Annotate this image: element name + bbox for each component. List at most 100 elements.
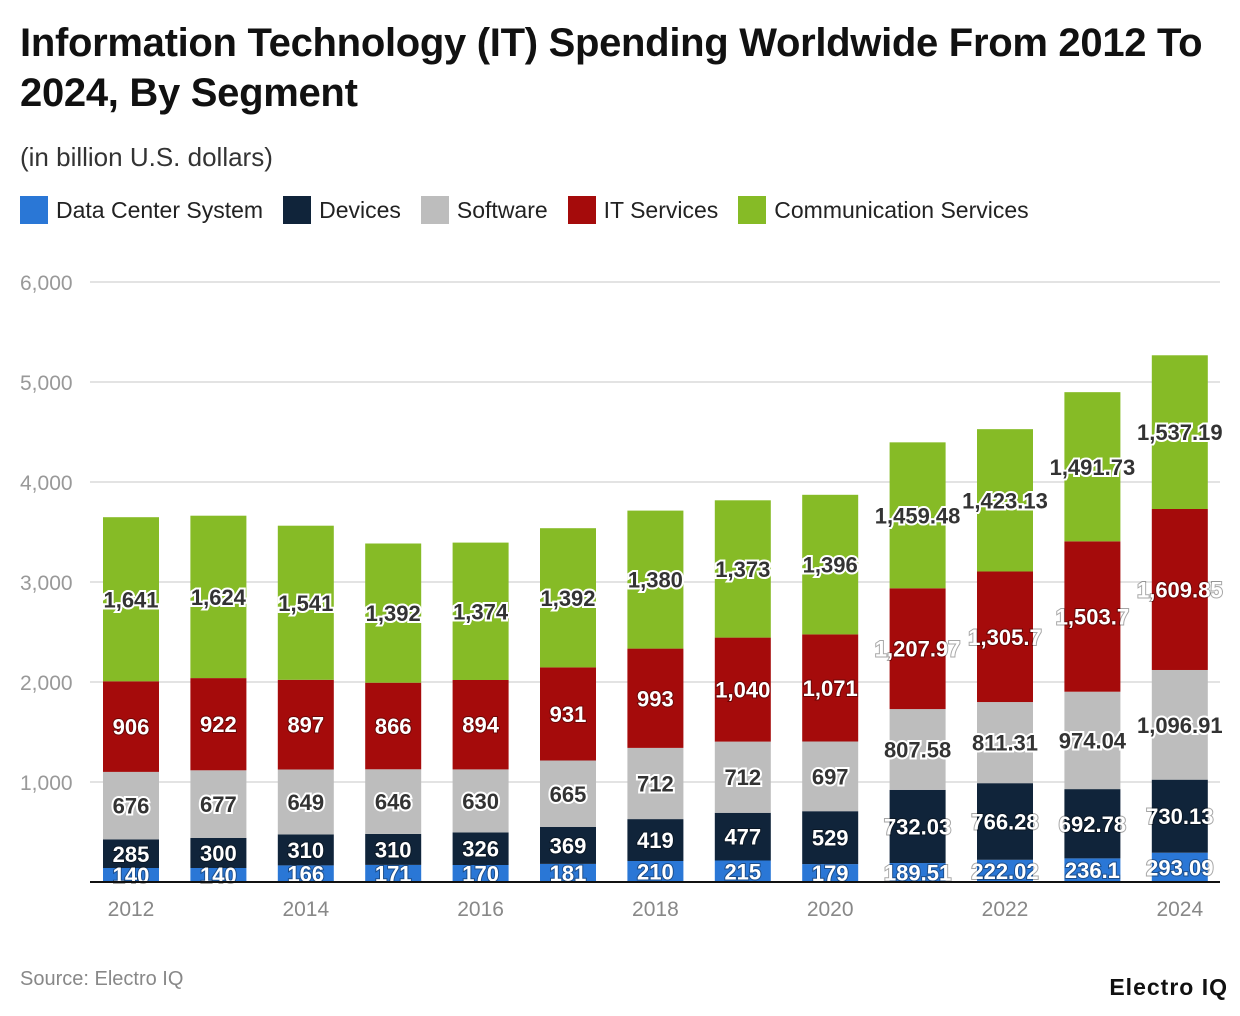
data-label: 974.04: [1059, 728, 1127, 753]
data-label: 1,207.97: [875, 637, 961, 662]
data-label: 866: [375, 714, 412, 739]
bar-segment: [365, 864, 422, 882]
bar-segment: [889, 863, 946, 882]
data-label: 1,423.13: [962, 488, 1048, 513]
legend-label: Devices: [319, 196, 401, 223]
data-label: 419: [637, 828, 674, 853]
x-tick-label: 2024: [1156, 898, 1203, 921]
bar-segment: [1151, 779, 1208, 853]
data-label: 1,305.7: [968, 625, 1041, 650]
bar-segment: [365, 833, 422, 865]
data-label: 215: [724, 859, 761, 884]
bar-segment: [103, 681, 159, 772]
data-label: 140: [200, 863, 237, 888]
data-label: 140: [113, 863, 150, 888]
legend-item[interactable]: Communication Services: [738, 196, 1029, 224]
bar-segment: [1064, 858, 1121, 882]
data-label: 993: [637, 686, 674, 711]
bar-segment: [627, 861, 684, 882]
legend-item[interactable]: Devices: [283, 196, 401, 224]
data-label: 1,641: [103, 587, 158, 612]
bar-segment: [190, 770, 247, 838]
data-label: 732.03: [884, 814, 951, 839]
y-tick-label: 4,000: [20, 472, 73, 495]
data-label: 1,537.19: [1137, 420, 1223, 445]
data-label: 712: [637, 772, 674, 797]
bar-segment: [1064, 691, 1121, 790]
data-label: 807.58: [884, 737, 951, 762]
data-label: 697: [812, 764, 849, 789]
data-label: 210: [637, 860, 674, 885]
data-label: 730.13: [1146, 804, 1213, 829]
data-label: 285: [113, 842, 150, 867]
legend-item[interactable]: IT Services: [567, 196, 719, 224]
legend-swatch: [420, 196, 449, 224]
data-label: 1,096.91: [1137, 713, 1223, 738]
bar-segment: [365, 543, 422, 683]
data-label: 665: [550, 782, 587, 807]
legend-item[interactable]: Data Center System: [20, 196, 263, 224]
bar-segment: [1064, 392, 1121, 542]
data-label: 1,396: [803, 553, 858, 578]
bar-segment: [452, 680, 509, 770]
x-tick-label: 2016: [457, 898, 504, 921]
data-label: 649: [287, 790, 324, 815]
bar-segment: [103, 839, 159, 868]
bar-segment: [977, 571, 1033, 703]
y-tick-label: 6,000: [20, 272, 73, 295]
data-label: 1,071: [803, 676, 858, 701]
brand-logo: Electro IQ: [1109, 974, 1228, 1000]
bar-segment: [802, 494, 859, 635]
bar-segment: [627, 510, 684, 649]
bar-segment: [452, 865, 509, 882]
data-label: 1,040: [715, 678, 770, 703]
chart-subtitle: (in billion U.S. dollars): [20, 142, 273, 172]
bar-segment: [103, 868, 159, 882]
data-label: 300: [200, 841, 237, 866]
data-label: 897: [287, 713, 324, 738]
bar-segment: [889, 709, 946, 790]
data-label: 766.28: [971, 809, 1038, 834]
data-label: 1,541: [278, 591, 333, 616]
x-tick-label: 2022: [982, 898, 1029, 921]
bar-segment: [627, 747, 684, 820]
bar-segment: [190, 515, 247, 679]
bar-segment: [103, 517, 159, 682]
bar-segment: [452, 832, 509, 865]
data-label: 646: [375, 790, 412, 815]
bar-segment: [977, 859, 1033, 882]
legend: Data Center System Devices Software IT Serv…: [20, 196, 1029, 224]
source-note: Source: Electro IQ: [20, 968, 184, 990]
bar-segment: [977, 429, 1033, 572]
data-label: 529: [812, 826, 849, 851]
bar-segment: [540, 528, 596, 668]
data-label: 293.09: [1146, 855, 1213, 880]
x-tick-label: 2012: [108, 898, 155, 921]
bar-segment: [802, 811, 859, 865]
bar-segment: [1151, 669, 1208, 780]
x-tick-label: 2020: [807, 898, 854, 921]
data-label: 1,459.48: [875, 503, 961, 528]
data-label: 931: [550, 702, 587, 727]
y-tick-label: 1,000: [20, 772, 73, 795]
bar-segment: [802, 864, 859, 882]
legend-item[interactable]: Software: [420, 196, 548, 224]
bar-segment: [365, 769, 422, 834]
data-label: 1,374: [453, 599, 509, 624]
bar-segment: [714, 860, 771, 882]
bar-segment: [452, 542, 509, 680]
x-tick-label: 2018: [632, 898, 679, 921]
x-tick-label: 2014: [282, 898, 329, 921]
data-label: 369: [550, 833, 587, 858]
data-label: 310: [375, 837, 412, 862]
bar-segment: [802, 634, 859, 742]
bar-segment: [103, 771, 159, 840]
data-label: 630: [462, 789, 499, 814]
data-label: 692.78: [1059, 812, 1126, 837]
bar-segment: [977, 702, 1033, 784]
legend-label: IT Services: [603, 196, 719, 223]
data-label: 1,380: [628, 568, 683, 593]
data-label: 326: [462, 837, 499, 862]
legend-swatch: [283, 196, 312, 224]
